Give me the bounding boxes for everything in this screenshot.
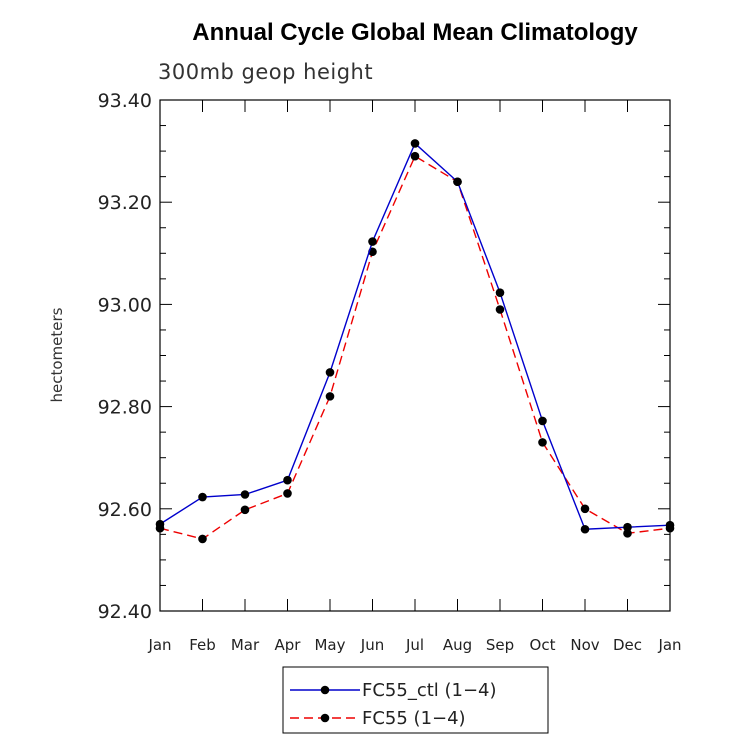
series-line-1 [159,155,671,540]
legend-entries: FC55_ctl (1−4) FC55 (1−4) [290,680,497,729]
legend: FC55_ctl (1−4) FC55 (1−4) [282,666,549,734]
series-0-point [665,520,675,530]
x-tick-label: Oct [530,636,556,654]
y-tick-label: 93.40 [98,90,152,112]
y-tick-label: 92.60 [98,499,152,521]
series-0-point [198,492,207,502]
series-0-point [283,475,292,485]
series-1-point [198,534,207,544]
x-tick-label: Jun [360,636,384,654]
legend-box [282,666,549,734]
x-tick-label: Jan [147,636,171,654]
x-tick-label: Jul [405,636,424,654]
y-axis-label: hectometers [48,307,66,402]
x-tick-label: Dec [613,636,642,654]
series-0-point [410,139,420,148]
series-0-point [368,237,377,246]
x-tick-label: Sep [486,636,514,654]
series-line-0 [159,142,671,530]
series-1-point [325,392,335,401]
y-tick-label: 92.40 [98,601,152,623]
series-1-point [623,529,632,538]
series-0-point [580,524,590,534]
y-tick-label: 92.80 [98,397,152,419]
x-tick-label: Jan [657,636,681,654]
series-1-point [240,505,250,515]
chart-subtitle: 300mb geop height [158,60,373,84]
series-0-point [495,288,505,297]
x-tick-label: Mar [231,636,260,654]
series-1-point [538,438,547,447]
series-0-point [538,416,547,426]
series-0-point [453,177,462,187]
y-tick-label: 93.20 [98,192,152,214]
y-tick-label: 93.00 [98,294,152,316]
legend-label-0: FC55_ctl (1−4) [362,680,497,701]
x-tick-label: Aug [443,636,472,654]
series-0-point [325,368,335,377]
ticks-layer [159,99,671,612]
series-0-point [623,522,632,532]
x-tick-label: Nov [570,636,599,654]
series-1-point [283,489,292,498]
legend-marker-1 [320,713,330,723]
chart-title: Annual Cycle Global Mean Climatology [192,19,638,46]
x-tick-label: May [314,636,345,654]
legend-label-1: FC55 (1−4) [362,708,466,729]
series-1-point [580,504,590,514]
x-tick-label: Apr [275,636,302,654]
x-tick-label: Feb [189,636,216,654]
y-tick-labels: 92.40 92.60 92.80 93.00 93.20 93.40 [98,90,152,623]
legend-marker-0 [320,685,330,695]
series-layer [155,139,675,544]
series-1-point [495,305,505,314]
series-0-point [155,519,165,529]
series-1-point [410,151,420,161]
plot-frame [159,99,671,612]
x-tick-labels: Jan Feb Mar Apr May Jun Jul Aug Sep Oct Nov Dec Jan [147,636,681,654]
series-0-point [240,490,250,499]
